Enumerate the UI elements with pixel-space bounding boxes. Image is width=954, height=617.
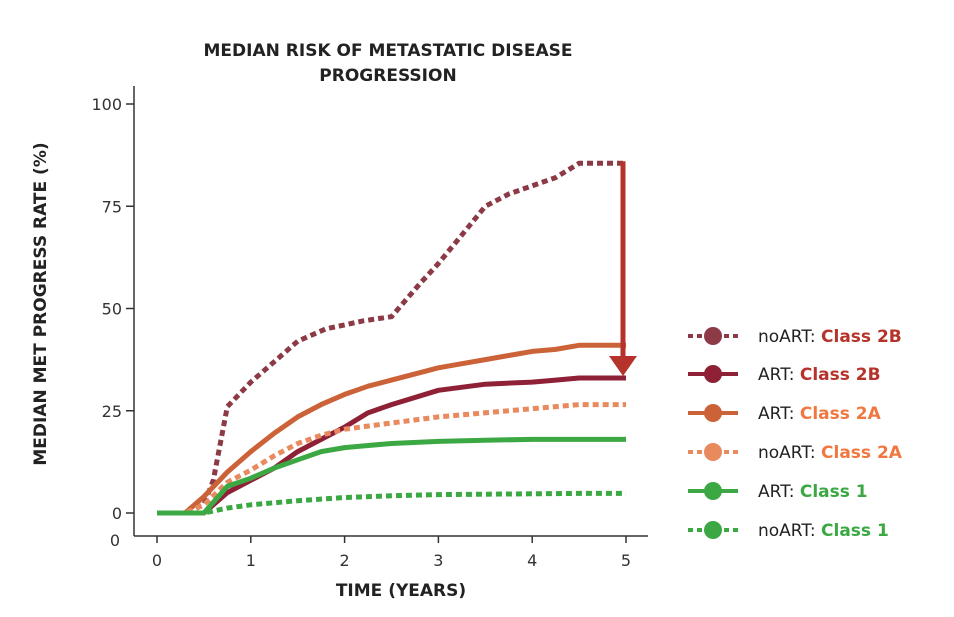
legend-class-label: Class 2B: [821, 327, 902, 347]
x-tick-label: 3: [433, 551, 443, 570]
y-tick-label: 25: [102, 402, 122, 421]
y-axis-title: MEDIAN MET PROGRESS RATE (%): [31, 142, 51, 465]
legend-class-label: Class 2A: [800, 404, 882, 424]
chart-title-line-2: PROGRESSION: [319, 66, 456, 86]
legend-class-label: Class 1: [821, 521, 889, 541]
legend-item: ART: Class 2A: [688, 404, 882, 424]
legend-item: noART: Class 1: [688, 521, 889, 541]
chart-title-line-1: MEDIAN RISK OF METASTATIC DISEASE: [204, 41, 573, 61]
x-axis-ticks: 0 1 2 3 4 5: [152, 536, 631, 570]
series-line-class-2b-art: [157, 375, 626, 516]
x-axis-title: TIME (YEARS): [336, 581, 466, 601]
legend-label: noART: Class 2B: [758, 327, 902, 347]
legend-label: noART: Class 1: [758, 521, 889, 541]
legend-class-label: Class 2A: [821, 443, 903, 463]
legend-label: ART: Class 2B: [758, 365, 881, 385]
legend-item: ART: Class 2B: [688, 365, 881, 385]
legend-marker: [704, 327, 722, 345]
x-tick-label: 4: [527, 551, 537, 570]
legend-prefix: noART:: [758, 327, 821, 347]
series-line-class-1-noart: [157, 490, 626, 516]
annotation-arrow-head: [609, 355, 637, 376]
legend-marker: [704, 521, 722, 539]
x-tick-label: 2: [340, 551, 350, 570]
x-tick-label: 1: [246, 551, 256, 570]
legend-prefix: noART:: [758, 443, 821, 463]
series-line-class-1-art: [157, 436, 626, 516]
legend-label: noART: Class 2A: [758, 443, 903, 463]
legend-marker: [704, 365, 722, 383]
legend-item: noART: Class 2A: [688, 443, 903, 463]
legend-marker: [704, 404, 722, 422]
y-tick-label: 100: [91, 95, 122, 114]
legend-class-label: Class 2B: [800, 365, 881, 385]
series-line-class-2b-noart: [157, 160, 626, 516]
legend-prefix: ART:: [758, 365, 800, 385]
y-tick-label: 75: [102, 197, 122, 216]
legend-label: ART: Class 1: [758, 482, 868, 502]
legend-prefix: ART:: [758, 404, 800, 424]
legend-marker: [704, 443, 722, 461]
y-tick-label: 50: [102, 300, 122, 319]
legend-item: ART: Class 1: [688, 482, 868, 502]
legend-marker: [704, 482, 722, 500]
legend-item: noART: Class 2B: [688, 327, 902, 347]
legend-prefix: ART:: [758, 482, 800, 502]
series-line-class-2a-art: [157, 342, 626, 516]
legend-label: ART: Class 2A: [758, 404, 882, 424]
legend-class-label: Class 1: [800, 482, 868, 502]
series-layer: [157, 160, 626, 516]
legend-prefix: noART:: [758, 521, 821, 541]
annotation-layer: [609, 161, 637, 376]
x-tick-label: 0: [152, 551, 162, 570]
extra-y-tick-label: 0: [110, 531, 120, 550]
x-tick-label: 5: [621, 551, 631, 570]
y-tick-label: 0: [112, 504, 122, 523]
series-line-class-2a-noart: [157, 402, 626, 516]
y-axis-ticks: 0 25 50 75 100: [91, 95, 134, 523]
